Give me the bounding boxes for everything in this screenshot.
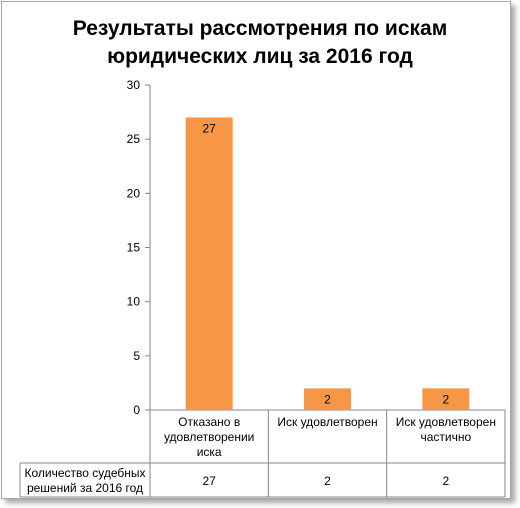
chart-title-line: юридических лиц за 2016 год	[107, 45, 413, 68]
category-label: Отказано в	[178, 415, 240, 429]
bar-data-label: 27	[202, 122, 216, 136]
y-tick-label: 30	[127, 78, 141, 92]
table-value-cell: 2	[442, 474, 449, 488]
series-name-label: Количество судебных	[24, 466, 145, 480]
y-tick-label: 5	[133, 349, 140, 363]
table-value-cell: 27	[202, 474, 216, 488]
y-tick-label: 10	[127, 295, 141, 309]
bar	[422, 388, 470, 410]
table-value-cell: 2	[324, 474, 331, 488]
category-label: Иск удовлетворен	[277, 415, 377, 429]
chart-axes: 0 5 10 15 20 25 30	[127, 78, 505, 417]
category-label: иска	[197, 445, 222, 459]
y-tick-label: 15	[127, 241, 141, 255]
chart-bars: 27 2 2	[185, 117, 470, 410]
category-label: частично	[420, 430, 471, 444]
category-label: Иск удовлетворен	[396, 415, 496, 429]
y-tick-label: 20	[127, 186, 141, 200]
y-tick-label: 25	[127, 132, 141, 146]
chart-title: Результаты рассмотрения по искам юридичес…	[73, 17, 447, 68]
category-label: удовлетворении	[164, 430, 254, 444]
chart-frame	[1, 1, 511, 499]
bar-data-label: 2	[324, 392, 331, 406]
series-name-label: решений за 2016 год	[27, 481, 143, 495]
y-tick-label: 0	[133, 403, 140, 417]
bar	[304, 388, 351, 410]
chart-title-line: Результаты рассмотрения по искам	[73, 17, 447, 40]
bar	[185, 117, 233, 410]
bar-data-label: 2	[442, 392, 449, 406]
